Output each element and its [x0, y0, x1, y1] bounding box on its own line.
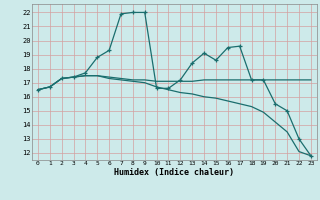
X-axis label: Humidex (Indice chaleur): Humidex (Indice chaleur)	[115, 168, 234, 177]
